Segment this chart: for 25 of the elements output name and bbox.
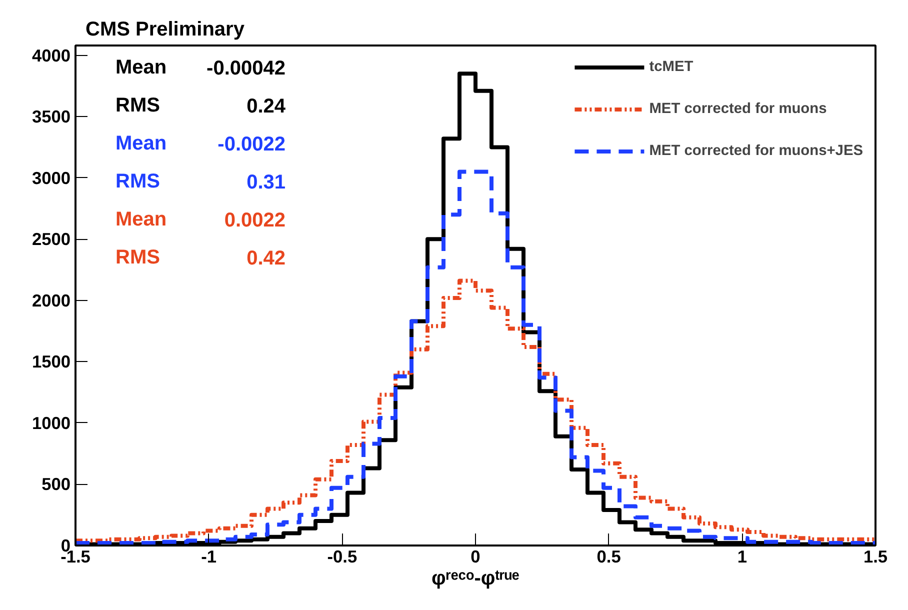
y-tick-label: 2500 (32, 229, 71, 250)
legend-label: MET corrected for muons (649, 101, 827, 117)
y-tick-label: 1000 (32, 412, 71, 433)
text: RMS 0.31 (116, 170, 286, 194)
y-tick-label: 3500 (32, 106, 71, 127)
text: RMS 0.42 (116, 246, 286, 270)
y-tick-label: 1500 (32, 352, 71, 372)
text: Mean 0.0022 (116, 208, 286, 232)
y-tick-label: 2000 (32, 290, 71, 310)
y-tick-label: 500 (42, 474, 71, 494)
x-tick-label: 0.5 (596, 546, 622, 566)
x-tick-label: 1.5 (863, 546, 888, 566)
y-tick-label: 3000 (32, 168, 71, 188)
legend-label: MET corrected for muons+JES (649, 143, 863, 159)
x-tick-label: -0.5 (327, 546, 358, 566)
text: RMS 0.24 (116, 94, 286, 118)
text: Mean -0.0022 (116, 132, 286, 156)
x-tick-label: 1 (737, 546, 748, 566)
text: Mean -0.00042 (116, 56, 286, 80)
chart-title: CMS Preliminary (86, 18, 246, 40)
x-tick-label: 0 (470, 546, 480, 566)
x-axis-title: φʳᵉᶜᵒ-φᵗʳᵘᵉ (432, 568, 520, 590)
legend-label: tcMET (649, 59, 694, 75)
x-tick-label: -1 (201, 546, 217, 566)
y-tick-label: 4000 (32, 45, 71, 66)
